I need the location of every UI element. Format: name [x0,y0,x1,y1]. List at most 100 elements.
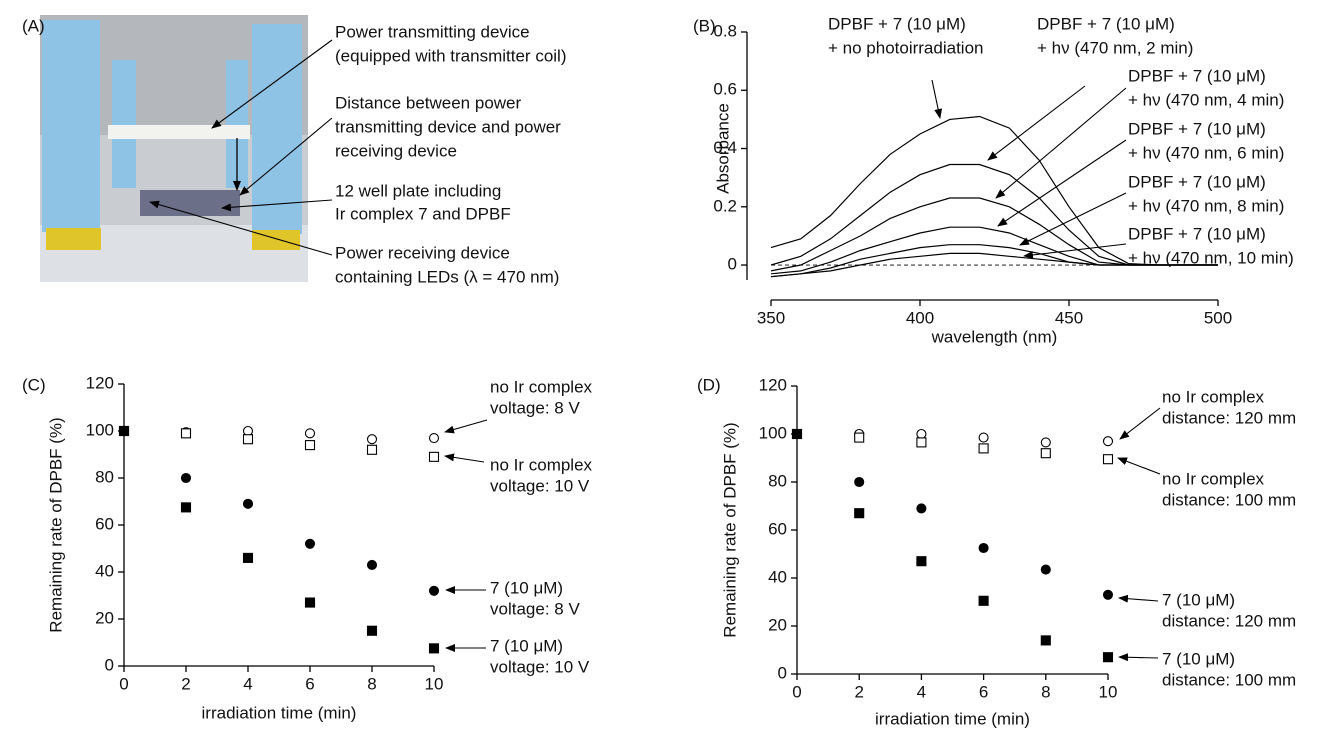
y-tick-label: 40 [768,567,787,586]
series-label: + hν (470 nm, 4 min) [1128,90,1284,109]
line [770,115,1218,266]
y-tick-label: 20 [768,615,787,634]
y-tick-label: 0 [105,655,114,674]
arrow [931,79,943,119]
arrow [444,419,488,434]
series-label: DPBF + 7 (10 μM) [1128,224,1266,243]
y-tick-label: 0 [728,255,737,274]
arrow [1117,457,1161,475]
x-tick-label: 2 [181,674,190,693]
arrow [1023,243,1127,259]
series-label: no Ir complex [1162,387,1265,406]
series-label: 7 (10 μM) [490,578,563,597]
marker [978,443,989,454]
series-label: 7 (10 μM) [1162,649,1235,668]
arrow [221,199,333,212]
series-label: distance: 120 mm [1162,611,1296,630]
arrow [987,85,1086,161]
series-label: DPBF + 7 (10 μM) [1128,66,1266,85]
x-tick-label: 0 [119,674,128,693]
arrow [1119,407,1161,440]
series-label: + hν (470 nm, 2 min) [1037,38,1193,57]
x-tick-label: 450 [1055,308,1083,327]
y-tick-label: 80 [95,467,114,486]
marker [854,476,865,488]
series-label: + hν (470 nm, 10 min) [1128,248,1294,267]
series-label: 7 (10 μM) [1162,590,1235,609]
x-tick-label: 500 [1204,308,1232,327]
photo [40,15,308,282]
series-label: DPBF + 7 (10 μM) [828,14,966,33]
marker [428,451,440,462]
marker [916,428,927,440]
y-tick-label: 0.4 [713,138,737,157]
series-label: no Ir complex [490,377,593,396]
series-label: voltage: 8 V [490,599,580,618]
arrow [995,87,1127,199]
marker [428,432,440,444]
y-axis-title: Remaining rate of DPBF (%) [720,422,739,637]
x-axis-title: irradiation time (min) [875,709,1030,728]
marker [428,643,440,654]
marker [1102,589,1114,600]
marker [854,508,865,519]
x-tick-label: 4 [243,674,252,693]
annotation: receiving device [335,141,457,160]
arrow [239,117,333,196]
series-label: DPBF + 7 (10 μM) [1037,14,1175,33]
x-axis-title: wavelength (nm) [931,327,1058,346]
marker [916,556,927,567]
marker [1040,635,1051,646]
arrow [149,200,333,256]
x-tick-label: 6 [305,674,314,693]
marker [1102,454,1114,465]
marker [1040,437,1051,448]
annotation: containing LEDs (λ = 470 nm) [335,267,559,286]
x-tick-label: 6 [979,682,988,701]
series-label: voltage: 10 V [490,657,590,676]
marker [118,425,130,437]
y-tick-label: 60 [768,519,787,538]
marker [366,625,378,636]
annotation: Power receiving device [335,243,510,262]
y-tick-label: 80 [768,471,787,490]
panel-label: (D) [697,375,721,394]
y-tick-label: 0.2 [713,196,737,215]
marker [978,595,989,606]
x-tick-label: 10 [1099,682,1118,701]
marker [854,432,865,443]
x-tick-label: 400 [906,308,934,327]
x-axis-title: irradiation time (min) [202,703,357,722]
annotation: 12 well plate including [335,181,501,200]
y-tick-label: 0.8 [713,21,737,40]
arrow [1118,653,1159,662]
annotation: (equipped with transmitter coil) [335,46,566,65]
y-tick-label: 60 [95,514,114,533]
series-label: + hν (470 nm, 8 min) [1128,196,1284,215]
marker [1040,448,1051,459]
annotation: Ir complex 7 and DPBF [335,204,511,223]
marker [366,444,378,455]
series-label: + no photoirradiation [828,38,983,57]
annotation: Power transmitting device [335,22,530,41]
series-label: distance: 120 mm [1162,408,1296,427]
y-tick-label: 120 [759,375,787,394]
panel-label: (A) [22,16,45,35]
marker [916,503,927,514]
x-tick-label: 4 [917,682,926,701]
marker [304,428,316,439]
marker [366,559,378,571]
arrow [997,139,1127,227]
marker [916,437,927,448]
panel-label: (B) [693,16,716,35]
marker [304,440,316,451]
series-label: no Ir complex [490,455,593,474]
y-tick-label: 20 [95,608,114,627]
panel-label: (C) [22,375,46,394]
marker [366,434,378,445]
y-tick-label: 40 [95,561,114,580]
arrow [211,39,333,129]
marker [242,434,254,445]
marker [1102,652,1114,663]
y-tick-label: 120 [86,373,114,392]
